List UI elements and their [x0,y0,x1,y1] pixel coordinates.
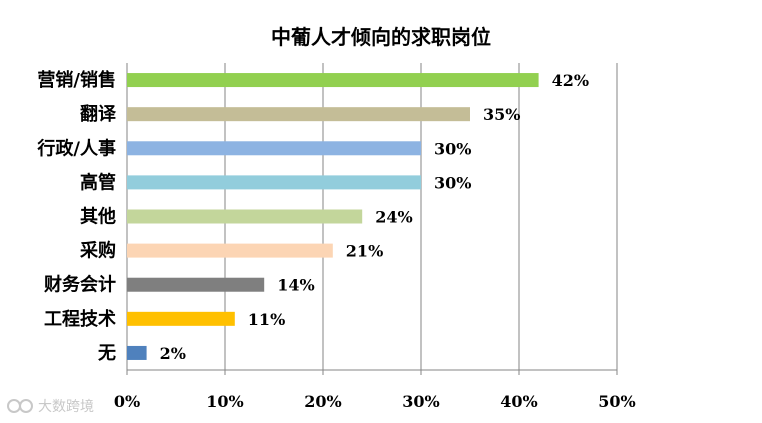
category-label: 财务会计 [44,274,116,296]
category-label: 采购 [79,240,116,262]
category-label: 工程技术 [44,308,116,330]
chart-title: 中葡人才倾向的求职岗位 [271,25,491,49]
brand-logo-icon [7,399,33,413]
category-label: 行政/人事 [36,137,116,159]
bar [127,73,539,88]
bar [127,209,363,224]
x-tick-label: 0% [114,392,140,411]
bar [127,141,421,156]
category-label: 营销/销售 [37,69,116,91]
data-label: 11% [248,310,285,329]
category-label: 无 [98,343,116,364]
bars-group [127,73,539,360]
x-tick-label: 40% [500,392,537,411]
bar [127,345,147,360]
data-label: 2% [160,344,186,363]
x-tick-label: 30% [402,392,439,411]
bar [127,277,265,292]
x-tick-labels: 0% 10% 20% 30% 40% 50% [114,392,636,411]
data-label: 42% [552,71,589,90]
watermark-text: 大数跨境 [38,399,94,415]
watermark: 大数跨境 [7,399,94,415]
category-label: 翻译 [80,103,117,125]
data-label: 30% [434,173,471,192]
bar [127,243,333,258]
data-label: 14% [277,276,314,295]
data-label: 35% [483,105,520,124]
x-tick-label: 20% [304,392,341,411]
data-label: 21% [346,242,383,261]
x-tick-label: 10% [206,392,243,411]
x-tick-label: 50% [598,392,635,411]
bar [127,175,421,190]
category-label: 高管 [80,171,116,193]
data-labels: 42% 35% 30% 30% 24% 21% 14% 11% 2% [160,71,589,363]
data-label: 30% [434,139,471,158]
data-label: 24% [375,208,412,227]
bar [127,311,235,326]
category-label: 其他 [80,206,116,228]
bar [127,107,470,122]
